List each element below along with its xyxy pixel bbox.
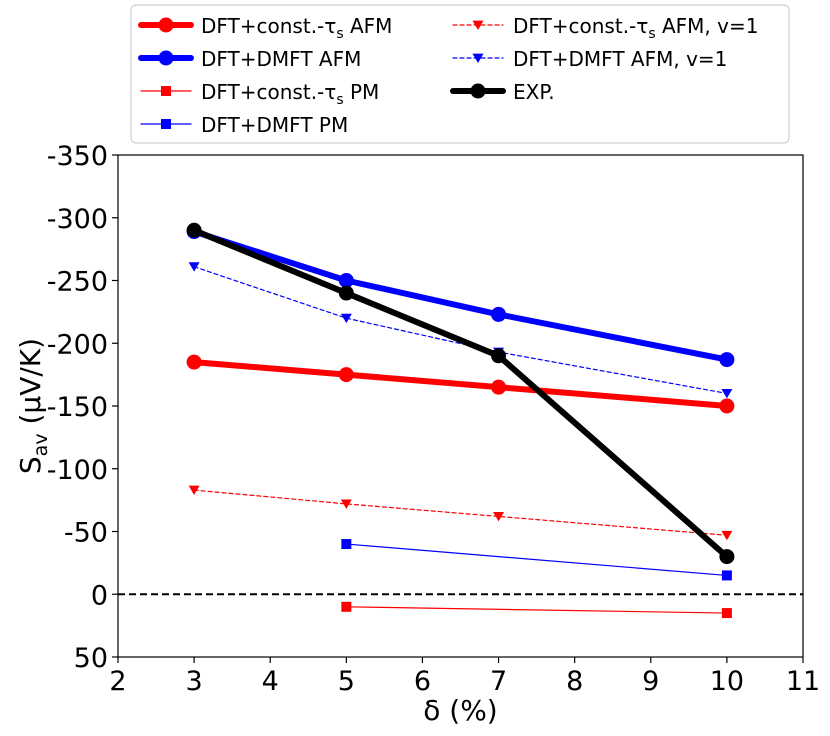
series-line-dft-dmft-afm-v-1 bbox=[193, 266, 728, 395]
y-tick-label: -50 bbox=[64, 518, 108, 549]
marker-dft-dmft-afm-1 bbox=[338, 273, 354, 288]
y-tick-label: -100 bbox=[47, 455, 108, 486]
marker-dft-dmft-afm-legend bbox=[158, 50, 174, 66]
marker-dft-const-s-afm-v-1-1 bbox=[340, 499, 352, 509]
marker-dft-dmft-afm-v-1-1 bbox=[340, 313, 352, 324]
legend-label-sub: s bbox=[336, 26, 343, 42]
y-tick-label: -350 bbox=[47, 141, 108, 172]
x-tick-label: 8 bbox=[566, 666, 583, 697]
legend-label-text: EXP. bbox=[513, 80, 555, 104]
marker-dft-dmft-pm-legend bbox=[161, 119, 171, 129]
legend-label-text: DFT+const.-τ bbox=[201, 14, 336, 38]
legend-label-text: DFT+DMFT AFM bbox=[201, 47, 361, 71]
legend-label: DFT+DMFT AFM, v=1 bbox=[513, 47, 727, 71]
y-axis-label: Sav (μV/K) bbox=[14, 338, 52, 474]
y-tick-label: -150 bbox=[47, 392, 108, 423]
legend-entry-dft-dmft-pm: DFT+DMFT PM bbox=[140, 113, 348, 137]
y-axis-label-base: S bbox=[14, 456, 47, 474]
x-tick-label: 11 bbox=[786, 666, 820, 697]
x-tick-label: 5 bbox=[338, 666, 355, 697]
x-tick-label: 2 bbox=[109, 666, 126, 697]
legend-entry-dft-dmft-afm-v-1: DFT+DMFT AFM, v=1 bbox=[452, 47, 727, 71]
y-tick-label: -200 bbox=[47, 329, 108, 360]
marker-dft-const-s-afm-1 bbox=[338, 367, 354, 383]
legend-entry-dft-dmft-afm: DFT+DMFT AFM bbox=[138, 47, 361, 71]
legend-label-suffix: AFM bbox=[344, 14, 393, 38]
legend-entry-dft-const-s-afm: DFT+const.-τs AFM bbox=[138, 14, 392, 42]
marker-dft-const-s-afm-legend bbox=[158, 17, 174, 33]
y-tick-label: -250 bbox=[47, 267, 108, 298]
marker-dft-const-s-pm-0 bbox=[341, 601, 352, 612]
marker-dft-const-s-afm-v-1-3 bbox=[721, 530, 733, 541]
series-line-dft-dmft-afm bbox=[191, 228, 730, 363]
marker-dft-const-s-afm-2 bbox=[491, 379, 507, 395]
x-axis-label: δ (%) bbox=[423, 694, 497, 727]
legend-entry-exp-: EXP. bbox=[450, 80, 555, 104]
marker-dft-const-s-pm-legend bbox=[161, 86, 171, 96]
legend-label: DFT+const.-τs AFM bbox=[201, 14, 392, 42]
legend-label: DFT+const.-τs AFM, v=1 bbox=[513, 14, 758, 42]
marker-dft-const-s-afm-0 bbox=[186, 354, 202, 370]
legend-entry-dft-const-s-afm-v-1: DFT+const.-τs AFM, v=1 bbox=[452, 14, 758, 42]
y-tick-label: 0 bbox=[91, 580, 108, 611]
series-dft-const-s-afm-v-1 bbox=[188, 485, 733, 541]
marker-exp--2 bbox=[491, 348, 507, 364]
marker-dft-dmft-afm-3 bbox=[719, 352, 735, 368]
legend-label-sub: s bbox=[336, 92, 343, 108]
marker-dft-const-s-afm-3 bbox=[719, 398, 735, 414]
legend-label: DFT+DMFT PM bbox=[201, 113, 348, 137]
legend-entry-dft-const-s-pm: DFT+const.-τs PM bbox=[140, 80, 379, 108]
series-dft-const-s-afm bbox=[186, 354, 735, 414]
axes-layer: 2 3 4 5 6 7 8 9 10 11 -350 -300 -250 -200 -150 -100 -50 0… bbox=[47, 141, 820, 697]
marker-dft-dmft-pm-1 bbox=[721, 570, 732, 581]
y-axis-label-units: (μV/K) bbox=[14, 338, 47, 434]
legend-label: DFT+const.-τs PM bbox=[201, 80, 379, 108]
legend-label-text: DFT+const.-τ bbox=[513, 14, 648, 38]
legend-label-suffix: AFM, v=1 bbox=[656, 14, 759, 38]
marker-dft-const-s-afm-v-1-2 bbox=[493, 512, 505, 522]
x-tick-label: 4 bbox=[262, 666, 279, 697]
marker-exp--3 bbox=[719, 549, 735, 565]
series-line-exp- bbox=[191, 227, 730, 560]
marker-dft-const-s-afm-v-1-legend bbox=[472, 20, 484, 30]
x-tick-label: 6 bbox=[414, 666, 431, 697]
series-dft-const-s-pm bbox=[341, 601, 732, 619]
marker-exp--0 bbox=[186, 222, 202, 238]
marker-dft-const-s-afm-v-1-0 bbox=[188, 485, 200, 496]
legend-label-text: DFT+DMFT AFM, v=1 bbox=[513, 47, 727, 71]
marker-dft-dmft-afm-2 bbox=[491, 306, 507, 322]
marker-dft-dmft-afm-v-1-legend bbox=[472, 53, 484, 63]
legend-label: DFT+DMFT AFM bbox=[201, 47, 361, 71]
legend-label: EXP. bbox=[513, 80, 555, 104]
x-tick-label: 3 bbox=[186, 666, 203, 697]
marker-dft-const-s-pm-1 bbox=[721, 608, 732, 619]
x-tick-label: 10 bbox=[710, 666, 744, 697]
legend-label-text: DFT+DMFT PM bbox=[201, 113, 348, 137]
plot-layer bbox=[118, 222, 803, 619]
series-line-dft-const-s-afm-v-1 bbox=[193, 489, 728, 536]
legend-box bbox=[130, 4, 790, 144]
series-dft-dmft-pm bbox=[341, 539, 732, 581]
marker-exp--1 bbox=[338, 285, 354, 301]
legend-label-text: DFT+const.-τ bbox=[201, 80, 336, 104]
series-exp- bbox=[186, 222, 735, 565]
x-tick-label: 9 bbox=[642, 666, 659, 697]
x-tick-label: 7 bbox=[490, 666, 507, 697]
marker-dft-dmft-afm-v-1-0 bbox=[188, 262, 200, 272]
y-tick-label: -300 bbox=[47, 204, 108, 235]
legend-label-sub: s bbox=[648, 26, 655, 42]
y-tick-label: 50 bbox=[74, 643, 108, 674]
marker-dft-dmft-pm-0 bbox=[341, 539, 352, 550]
series-dft-dmft-afm-v-1 bbox=[188, 262, 733, 399]
marker-dft-dmft-afm-v-1-3 bbox=[721, 389, 733, 399]
series-line-dft-const-s-pm bbox=[345, 606, 728, 614]
series-line-dft-dmft-pm bbox=[345, 543, 728, 577]
marker-exp--legend bbox=[470, 83, 486, 99]
series-dft-dmft-afm bbox=[186, 224, 735, 368]
y-axis-label-sub: av bbox=[30, 433, 52, 456]
legend-label-suffix: PM bbox=[344, 80, 380, 104]
series-line-dft-const-s-afm bbox=[191, 359, 730, 409]
